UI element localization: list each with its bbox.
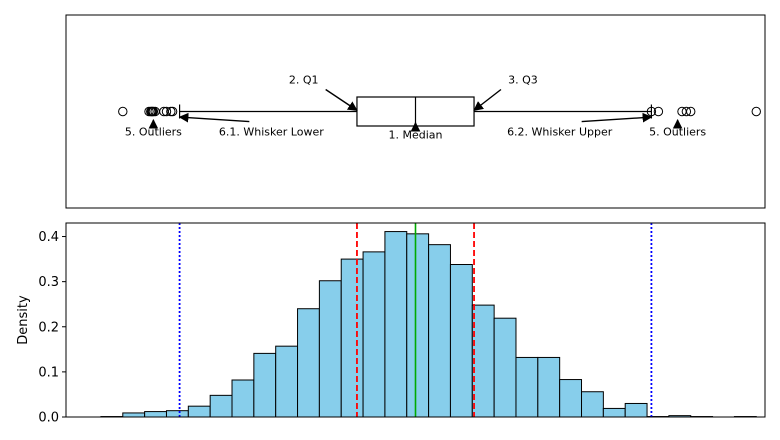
annotation-label: 6.2. Whisker Upper: [507, 126, 613, 139]
histogram-bar: [449, 264, 473, 417]
histogram-bar: [624, 402, 648, 417]
y-tick-label: 0.0: [38, 411, 59, 426]
annotation-label: 6.1. Whisker Lower: [219, 126, 324, 139]
histogram-bar: [275, 345, 299, 417]
histogram-bar: [384, 231, 408, 417]
histogram-bars: [100, 231, 757, 417]
histogram-bar: [362, 251, 386, 417]
annotation-label: 5. Outliers: [125, 126, 182, 139]
annotation-label: 2. Q1: [289, 74, 319, 87]
histogram-axes-frame: [65, 222, 766, 418]
y-tick-label: 0.1: [38, 365, 59, 380]
histogram-bar: [209, 394, 233, 417]
boxplot-panel: 2. Q1 3. Q3 1. Median 5. Outliers 6.1. Whisk…: [65, 14, 766, 209]
outlier-point: [167, 106, 178, 117]
histogram-bar: [581, 391, 604, 417]
histogram-bar: [406, 233, 430, 417]
histogram-bar: [122, 412, 146, 417]
histogram-bar: [297, 308, 320, 417]
annotation-arrow: [581, 112, 653, 123]
y-tick-label: 0.4: [38, 230, 59, 245]
histogram-bar: [515, 356, 539, 417]
annotation-label: 3. Q3: [508, 74, 538, 87]
histogram-bar: [602, 407, 626, 417]
outlier-point: [681, 106, 692, 117]
annotation-arrow: [325, 88, 358, 111]
outlier-point: [653, 106, 664, 117]
annotation-arrow: [473, 88, 502, 111]
histogram-bar: [144, 411, 167, 417]
outlier-point: [751, 106, 761, 117]
histogram-bar: [471, 304, 495, 417]
y-tick-label: 0.3: [38, 275, 59, 290]
histogram-bar: [318, 280, 342, 417]
boxplot-layer: [118, 96, 761, 127]
histogram-bar: [340, 258, 364, 417]
histogram-bar: [559, 379, 583, 417]
annotation-label: 5. Outliers: [649, 126, 706, 139]
histogram-bar: [253, 352, 277, 417]
histogram-bar: [187, 405, 211, 417]
histogram-bar: [537, 356, 561, 417]
annotation-label: 1. Median: [388, 128, 442, 141]
histogram-bar: [428, 244, 451, 417]
y-tick-label: 0.2: [38, 320, 59, 335]
histogram-bar: [165, 410, 189, 417]
annotation-layer: 2. Q1 3. Q3 1. Median 5. Outliers 6.1. Whisk…: [125, 74, 707, 142]
histogram-panel: 0.0 0.1 0.2 0.3 0.4 Density: [16, 222, 766, 426]
y-axis-ticks: 0.0 0.1 0.2 0.3 0.4: [38, 230, 66, 426]
reference-lines: [178, 223, 653, 417]
outlier-point: [118, 106, 128, 117]
outlier-point: [161, 106, 172, 117]
outlier-point: [686, 106, 696, 117]
histogram-bar: [231, 379, 255, 417]
y-axis-label: Density: [16, 295, 31, 345]
histogram-bar: [493, 317, 517, 417]
annotation-arrow: [178, 112, 250, 123]
